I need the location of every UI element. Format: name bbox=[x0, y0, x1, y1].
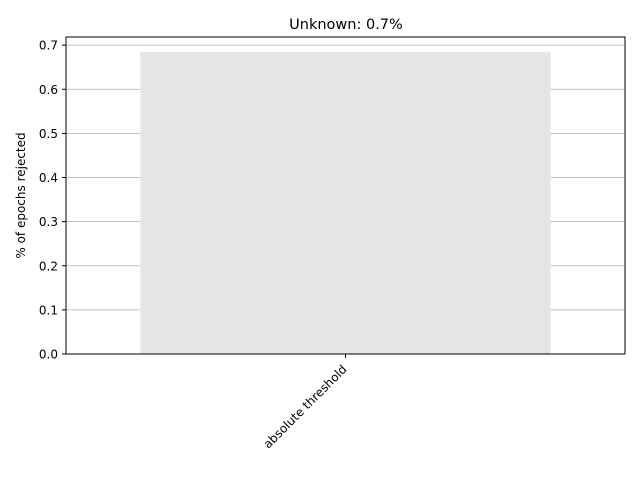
y-tick-label: 0.3 bbox=[39, 215, 58, 229]
y-tick-label: 0.6 bbox=[39, 83, 58, 97]
y-tick-label: 0.0 bbox=[39, 348, 58, 362]
y-tick-label: 0.4 bbox=[39, 171, 58, 185]
y-tick-label: 0.7 bbox=[39, 39, 58, 53]
y-axis: 0.0 0.1 0.2 0.3 0.4 0.5 0.6 0.7 bbox=[39, 39, 66, 362]
y-tick-label: 0.1 bbox=[39, 303, 58, 317]
y-axis-label: % of epochs rejected bbox=[14, 132, 28, 258]
bar bbox=[140, 52, 551, 355]
x-tick-label: absolute threshold bbox=[261, 362, 350, 451]
y-tick-label: 0.2 bbox=[39, 259, 58, 273]
bars bbox=[140, 52, 551, 355]
y-tick-label: 0.5 bbox=[39, 127, 58, 141]
chart-title: Unknown: 0.7% bbox=[289, 17, 403, 33]
x-axis: absolute threshold bbox=[261, 354, 350, 451]
